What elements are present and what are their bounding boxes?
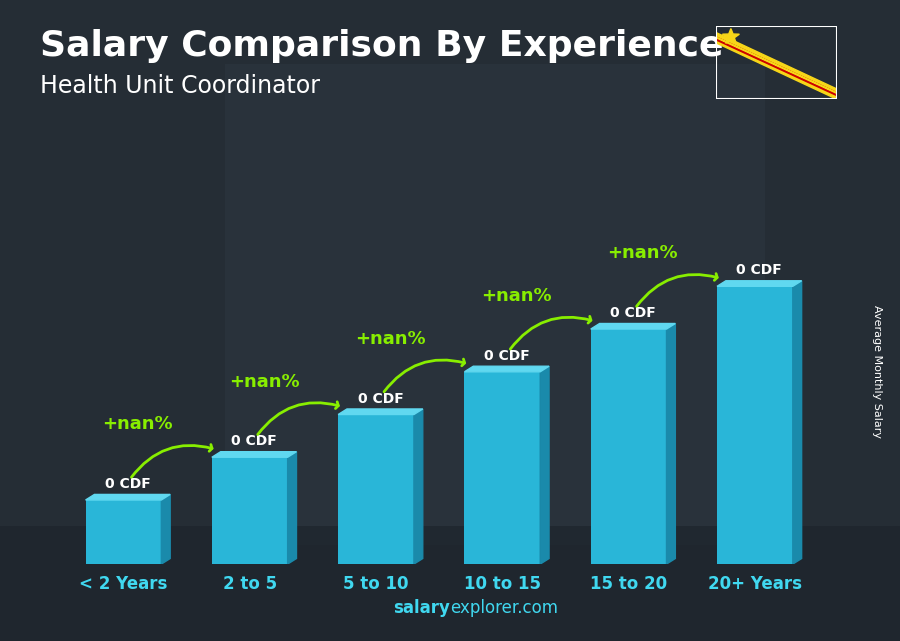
- Polygon shape: [464, 366, 549, 372]
- Text: Average Monthly Salary: Average Monthly Salary: [872, 305, 883, 438]
- Polygon shape: [161, 494, 170, 564]
- Bar: [717, 287, 793, 564]
- Polygon shape: [716, 37, 837, 96]
- Polygon shape: [338, 409, 423, 415]
- Text: 0 CDF: 0 CDF: [484, 349, 529, 363]
- Polygon shape: [590, 324, 675, 329]
- Text: Health Unit Coordinator: Health Unit Coordinator: [40, 74, 320, 97]
- Polygon shape: [86, 494, 170, 500]
- Polygon shape: [717, 281, 802, 287]
- Polygon shape: [716, 32, 837, 99]
- Bar: [0, 526, 900, 641]
- Bar: [212, 457, 288, 564]
- Bar: [338, 415, 414, 564]
- Text: +nan%: +nan%: [229, 372, 300, 390]
- Text: +nan%: +nan%: [355, 330, 426, 348]
- Bar: [464, 372, 540, 564]
- Polygon shape: [716, 37, 837, 94]
- Bar: [225, 64, 765, 545]
- Polygon shape: [288, 452, 296, 564]
- Text: 0 CDF: 0 CDF: [231, 434, 277, 448]
- Text: salary: salary: [393, 599, 450, 617]
- Text: 0 CDF: 0 CDF: [610, 306, 656, 320]
- Text: explorer.com: explorer.com: [450, 599, 558, 617]
- Text: Salary Comparison By Experience: Salary Comparison By Experience: [40, 29, 724, 63]
- Text: +nan%: +nan%: [103, 415, 173, 433]
- Polygon shape: [540, 366, 549, 564]
- Text: 0 CDF: 0 CDF: [357, 392, 403, 406]
- Polygon shape: [212, 452, 296, 457]
- Text: +nan%: +nan%: [608, 244, 678, 262]
- Polygon shape: [793, 281, 802, 564]
- Bar: [86, 500, 161, 564]
- Bar: [590, 329, 667, 564]
- Polygon shape: [723, 29, 740, 43]
- Polygon shape: [667, 324, 675, 564]
- Text: +nan%: +nan%: [482, 287, 552, 305]
- Polygon shape: [414, 409, 423, 564]
- Text: 0 CDF: 0 CDF: [105, 477, 151, 491]
- Text: 0 CDF: 0 CDF: [736, 263, 782, 278]
